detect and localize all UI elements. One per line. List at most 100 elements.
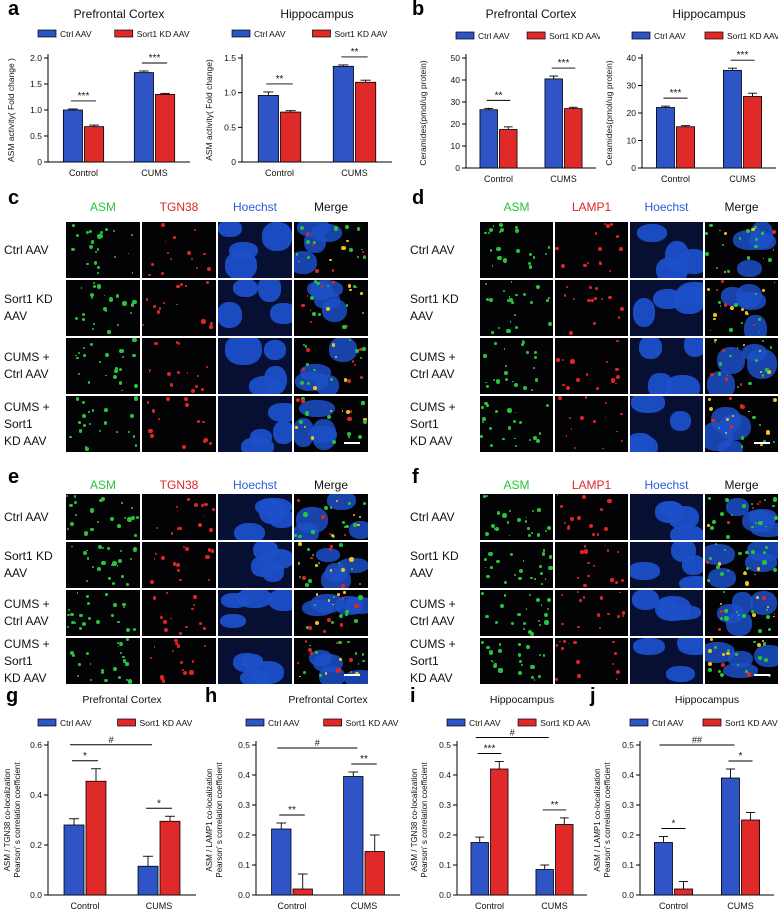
fluorescent-puncta [198,522,202,527]
fluorescent-puncta [314,563,318,567]
nucleus [659,501,681,518]
condition-row-label-line: AAV [410,566,434,580]
fluorescent-puncta [353,364,356,367]
nucleus [631,590,660,610]
condition-row-label: Ctrl AAV [410,242,454,259]
fluorescent-puncta [76,592,79,594]
condition-row-label-line: Sort1 KD [4,292,53,306]
y-axis-title: ASM / LAMP1 co-localizationPearson' s co… [593,762,612,878]
fluorescent-puncta [82,312,86,316]
fluorescent-puncta [110,517,115,522]
nucleus [632,298,656,328]
fluorescent-puncta [92,327,95,330]
fluorescent-puncta [306,256,310,259]
nucleus [315,547,341,562]
fluorescent-puncta [89,229,93,234]
fluorescent-puncta [302,368,305,371]
micrograph-tile-merge [705,396,778,452]
fluorescent-puncta [566,526,571,530]
fluorescent-puncta [538,675,541,679]
fluorescent-puncta [341,583,346,588]
fluorescent-puncta [179,660,183,664]
micrograph-tile-hoechst [218,590,292,636]
fluorescent-puncta [80,286,83,289]
fluorescent-puncta [343,378,348,382]
chart-legend: Ctrl AAV Sort1 KD AAV [37,718,193,728]
condition-row-label-line: Sort1 KD [410,549,459,563]
fluorescent-puncta [726,535,730,539]
bar-ctrl-aav [723,69,742,169]
fluorescent-puncta [298,675,301,678]
legend-entry: Ctrl AAV [469,718,501,728]
fluorescent-puncta [119,368,123,372]
condition-row-label: CUMS + Sort1 KD AAV [4,399,50,450]
fluorescent-puncta [503,348,506,351]
micrograph-tile-asm [480,222,553,278]
fluorescent-puncta [294,426,298,430]
fluorescent-puncta [347,416,352,422]
fluorescent-puncta [133,396,138,401]
fluorescent-puncta [312,554,315,557]
fluorescent-puncta [82,551,88,556]
fluorescent-puncta [721,243,725,246]
fluorescent-puncta [493,527,497,531]
fluorescent-puncta [78,663,81,666]
legend-swatch [312,29,331,38]
condition-row-label-line: AAV [410,309,434,323]
legend-entry: Sort1 KD AAV [540,718,590,728]
fluorescent-puncta [596,386,600,390]
panel-label-b: b [412,0,425,20]
fluorescent-puncta [204,437,209,442]
fluorescent-puncta [610,378,616,383]
y-tick-label: 0.1 [238,860,250,870]
fluorescent-puncta [744,311,749,315]
nucleus [722,662,759,678]
channel-header-asm: ASM [503,200,530,214]
chart-legend: Ctrl AAV Sort1 KD AAV [446,718,590,728]
chart-b-hippocampus-ceramides: Hippocampus Ctrl AAV Sort1 KD AAV 0 10 20 30 40… [604,7,778,184]
fluorescent-puncta [204,644,207,647]
fluorescent-puncta [327,599,331,603]
fluorescent-puncta [555,678,558,681]
fluorescent-puncta [354,603,359,608]
fluorescent-puncta [511,380,514,383]
fluorescent-puncta [316,281,321,286]
fluorescent-puncta [773,613,776,616]
fluorescent-puncta [746,313,749,316]
fluorescent-puncta [488,427,492,431]
fluorescent-puncta [530,301,533,305]
condition-row-label-line: Ctrl AAV [410,367,455,381]
fluorescent-puncta [597,246,602,252]
fluorescent-puncta [176,510,179,513]
fluorescent-puncta [97,566,102,571]
y-tick-label: 50 [451,53,461,63]
fluorescent-puncta [194,228,197,232]
fluorescent-puncta [727,269,731,273]
micrograph-tile-lamp1 [555,280,628,336]
fluorescent-puncta [555,644,559,647]
fluorescent-puncta [765,430,771,435]
fluorescent-puncta [337,561,341,565]
fluorescent-puncta [530,531,534,535]
fluorescent-puncta [715,564,720,570]
fluorescent-puncta [306,295,309,297]
micrograph-tile-tgn38 [142,396,216,452]
condition-row-label-line: CUMS + [410,597,456,611]
fluorescent-puncta [713,645,718,650]
fluorescent-puncta [570,359,575,364]
fluorescent-puncta [71,247,75,252]
fluorescent-puncta [533,436,538,440]
fluorescent-puncta [515,228,519,232]
fluorescent-puncta [481,405,485,409]
fluorescent-puncta [326,306,331,311]
micrograph-panel-c: ASM TGN38 Hoechst Merge Ctrl AAV Sort1 KD AAV C… [0,200,400,460]
condition-row-label-line: Sort1 [4,416,33,431]
fluorescent-puncta [86,557,90,560]
fluorescent-puncta [756,567,761,571]
bar-ctrl-aav [654,842,673,896]
fluorescent-puncta [66,626,69,629]
fluorescent-puncta [111,614,115,618]
fluorescent-puncta [344,610,349,615]
chart-title: Prefrontal Cortex [82,694,162,706]
fluorescent-puncta [96,521,99,524]
